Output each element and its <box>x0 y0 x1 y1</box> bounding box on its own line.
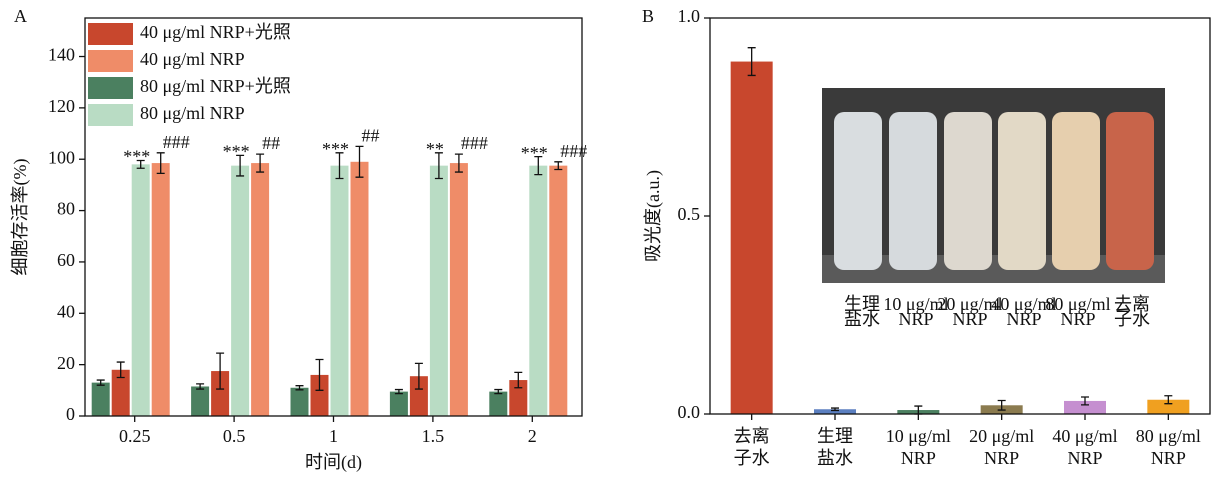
x-tick-label: 子水 <box>734 448 770 468</box>
legend-label: 40 μg/ml NRP <box>140 49 245 69</box>
x-tick-label: 80 μg/ml <box>1136 426 1201 446</box>
legend-swatch <box>88 104 133 126</box>
bar <box>191 386 209 416</box>
x-tick-label: 20 μg/ml <box>969 426 1034 446</box>
bar <box>549 166 567 416</box>
bar <box>351 162 369 416</box>
x-tick-label: 生理 <box>817 426 853 446</box>
x-tick-label: 0.5 <box>223 426 246 446</box>
inset-label: NRP <box>1006 309 1041 329</box>
bar <box>731 62 773 414</box>
bar <box>430 166 448 416</box>
y-tick-label: 140 <box>48 45 75 65</box>
y-tick-label: 20 <box>57 353 75 373</box>
tube <box>1106 112 1154 270</box>
inset-label: NRP <box>898 309 933 329</box>
bar <box>231 166 249 416</box>
inset-label: 子水 <box>1114 309 1150 329</box>
bar <box>489 392 507 416</box>
legend-label: 80 μg/ml NRP+光照 <box>140 76 291 96</box>
y-tick-label: 40 <box>57 301 75 321</box>
legend-label: 80 μg/ml NRP <box>140 103 245 123</box>
photo-inset <box>822 88 1165 283</box>
inset-label: NRP <box>952 309 987 329</box>
significance-label: ### <box>560 141 587 161</box>
x-axis-label: 时间(d) <box>305 452 362 473</box>
x-tick-label: NRP <box>1151 448 1186 468</box>
tube <box>944 112 992 270</box>
tube <box>834 112 882 270</box>
y-tick-label: 60 <box>57 250 75 270</box>
bar <box>331 166 349 416</box>
panel-label: B <box>642 6 654 26</box>
x-tick-label: 0.25 <box>119 426 151 446</box>
y-tick-label: 0.5 <box>678 204 701 224</box>
legend-swatch <box>88 23 133 45</box>
y-tick-label: 80 <box>57 199 75 219</box>
bar <box>92 383 110 416</box>
x-tick-label: 40 μg/ml <box>1052 426 1117 446</box>
bar <box>529 166 547 416</box>
bar <box>152 163 170 416</box>
inset-label: NRP <box>1060 309 1095 329</box>
significance-label: ### <box>461 133 488 153</box>
significance-label: *** <box>322 139 349 159</box>
x-tick-label: 2 <box>528 426 537 446</box>
significance-label: ## <box>362 126 380 146</box>
significance-label: *** <box>123 147 150 167</box>
y-tick-label: 100 <box>48 147 75 167</box>
panel-label: A <box>14 6 27 26</box>
y-axis-label: 吸光度(a.u.) <box>643 170 664 262</box>
tube <box>998 112 1046 270</box>
x-tick-label: NRP <box>984 448 1019 468</box>
x-tick-label: NRP <box>1067 448 1102 468</box>
bar <box>450 163 468 416</box>
inset-label: 盐水 <box>844 309 880 329</box>
x-tick-label: 去离 <box>734 426 770 446</box>
bar <box>390 392 408 416</box>
x-tick-label: 1.5 <box>422 426 445 446</box>
y-tick-label: 0.0 <box>678 402 701 422</box>
significance-label: ** <box>426 139 444 159</box>
x-tick-label: 10 μg/ml <box>886 426 951 446</box>
significance-label: *** <box>223 141 250 161</box>
legend-swatch <box>88 50 133 72</box>
legend-label: 40 μg/ml NRP+光照 <box>140 22 291 42</box>
tube <box>1052 112 1100 270</box>
y-tick-label: 120 <box>48 96 75 116</box>
x-tick-label: 盐水 <box>817 448 853 468</box>
x-tick-label: NRP <box>901 448 936 468</box>
bar <box>291 388 309 416</box>
significance-label: *** <box>521 143 548 163</box>
error-bar <box>296 386 304 390</box>
figure: A 0 20 40 60 80 100 120 140 细胞存活率(%) 时间(d) 0.25 *** #… <box>0 0 1217 477</box>
tube <box>889 112 937 270</box>
significance-label: ### <box>163 132 190 152</box>
y-tick-label: 1.0 <box>678 6 701 26</box>
y-tick-label: 0 <box>66 404 75 424</box>
y-axis-label: 细胞存活率(%) <box>10 159 31 276</box>
bar <box>132 164 150 416</box>
significance-label: ## <box>262 133 280 153</box>
legend-swatch <box>88 77 133 99</box>
bar <box>251 163 269 416</box>
x-tick-label: 1 <box>329 426 338 446</box>
